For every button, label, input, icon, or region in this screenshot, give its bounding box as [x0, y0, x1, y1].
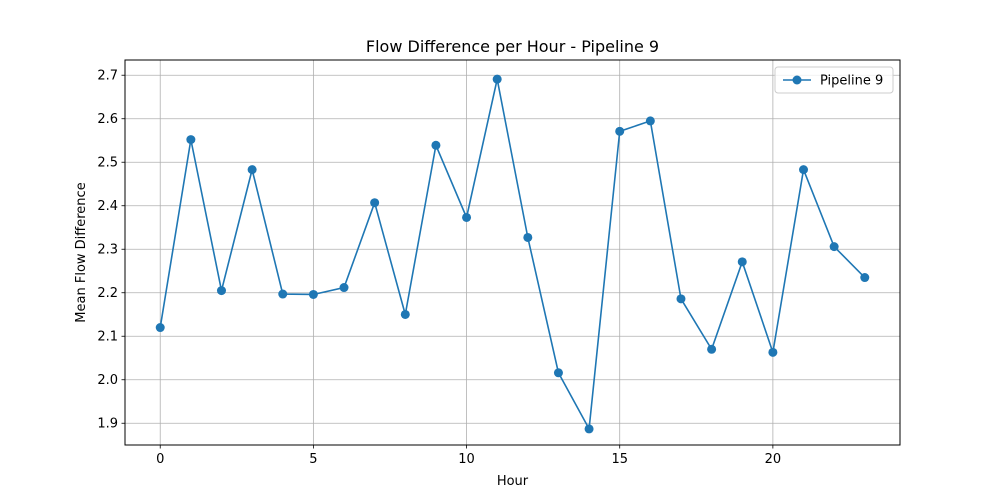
legend-box — [774, 66, 894, 94]
legend-label: Pipeline 9 — [820, 74, 883, 89]
y-tick-label: 2.5 — [97, 156, 118, 171]
data-point — [186, 135, 196, 145]
data-point — [584, 424, 594, 434]
data-point — [370, 198, 380, 208]
series-line — [159, 78, 866, 432]
data-point — [707, 344, 717, 354]
y-tick-label: 2.3 — [97, 243, 118, 258]
x-tick-label: 15 — [611, 452, 628, 467]
y-tick-label: 2.1 — [97, 330, 118, 345]
data-point — [339, 283, 349, 293]
data-point — [308, 289, 318, 299]
x-axis: 0 5 10 15 20 — [156, 445, 781, 467]
y-tick-label: 2.6 — [97, 112, 118, 127]
data-point — [431, 140, 441, 150]
data-point — [462, 212, 472, 222]
data-point — [860, 273, 870, 283]
y-tick-label: 2.7 — [97, 69, 118, 84]
data-point — [615, 126, 625, 136]
legend-marker — [792, 75, 802, 85]
y-tick-label: 2.2 — [97, 286, 118, 301]
data-point — [523, 232, 533, 242]
y-tick-label: 2.4 — [97, 199, 118, 214]
x-axis-label: Hour — [497, 474, 529, 489]
data-point — [799, 165, 809, 175]
x-tick-label: 10 — [458, 452, 475, 467]
data-point — [645, 116, 655, 126]
data-point — [216, 286, 226, 296]
data-point — [247, 165, 257, 175]
plot-area — [155, 74, 870, 434]
data-point — [155, 323, 165, 333]
data-point — [737, 257, 747, 267]
y-axis-label: Mean Flow Difference — [74, 182, 89, 322]
data-point — [676, 294, 686, 304]
data-point — [553, 368, 563, 378]
y-tick-label: 2.0 — [97, 373, 118, 388]
y-tick-label: 1.9 — [97, 417, 118, 432]
x-tick-label: 5 — [309, 452, 317, 467]
x-tick-label: 20 — [765, 452, 782, 467]
data-point — [829, 242, 839, 252]
legend: Pipeline 9 — [774, 66, 894, 94]
data-point — [278, 289, 288, 299]
y-axis: 1.9 2.0 2.1 2.2 2.3 2.4 2.5 2.6 2.7 — [97, 69, 125, 432]
data-point — [492, 74, 502, 84]
x-tick-label: 0 — [156, 452, 164, 467]
data-point — [768, 347, 778, 357]
axes-frame — [124, 59, 901, 446]
grid — [125, 60, 900, 445]
chart-title: Flow Difference per Hour - Pipeline 9 — [366, 37, 659, 56]
data-point — [400, 309, 410, 319]
